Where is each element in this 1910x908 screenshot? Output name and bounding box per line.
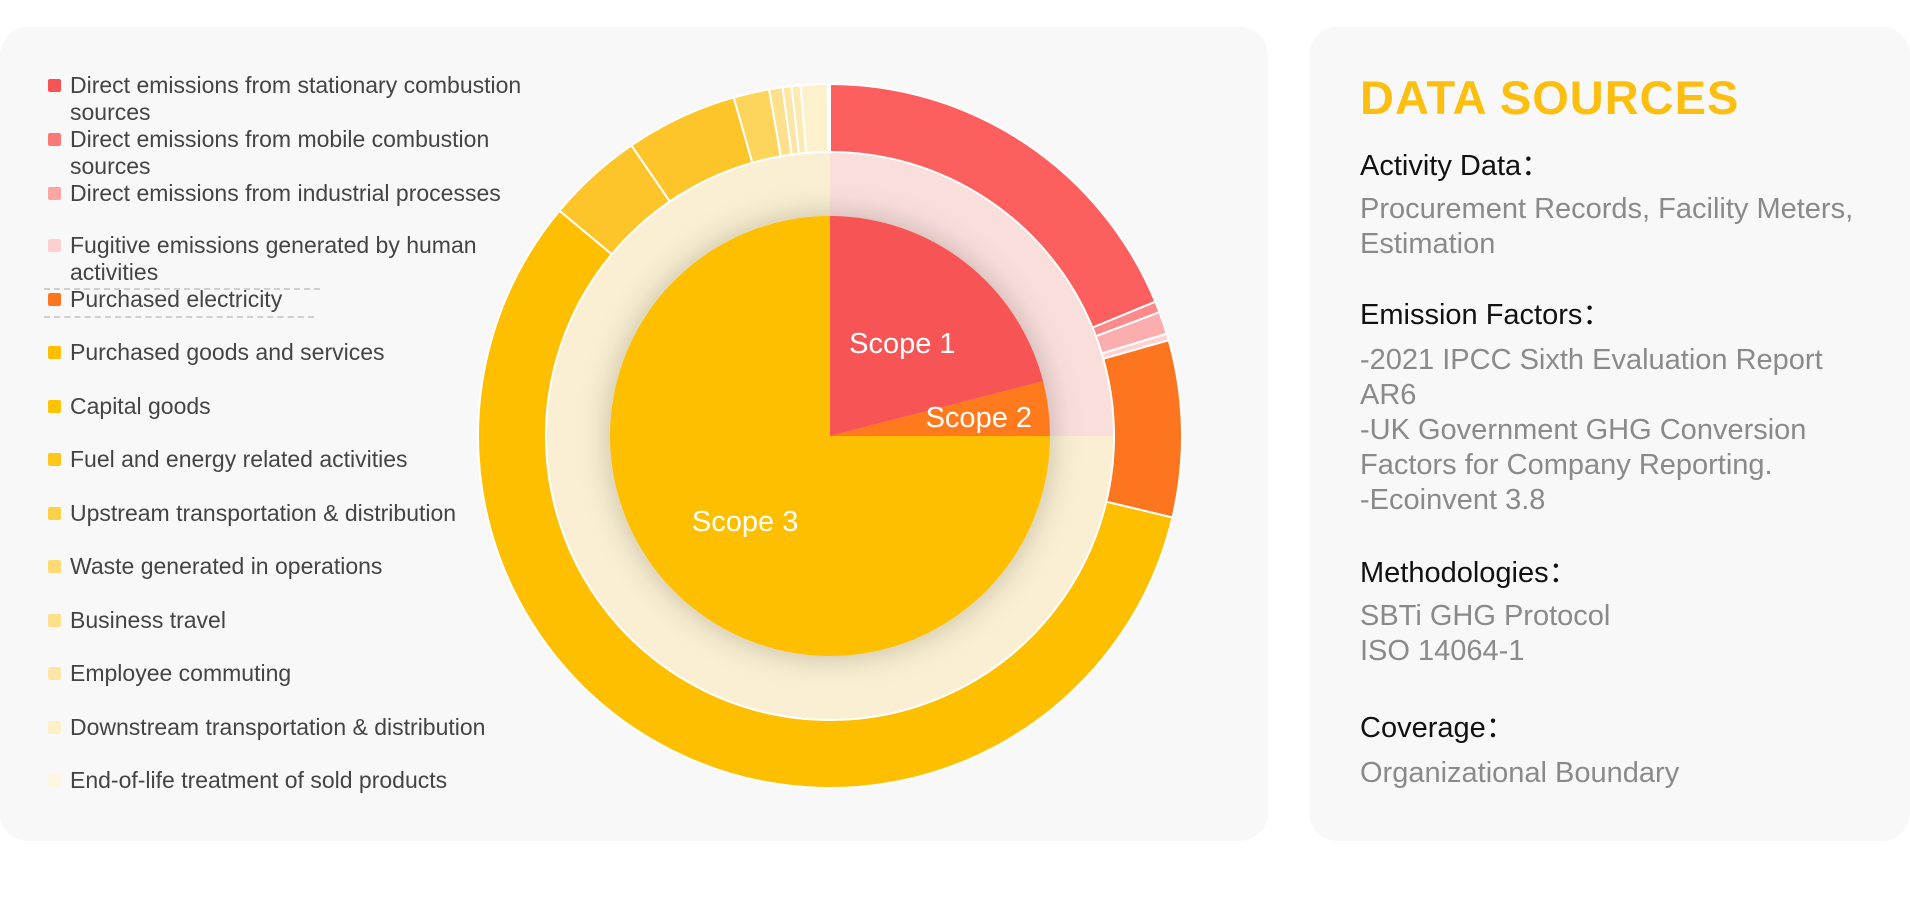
activity-data-section: Activity Data： Procurement Records, Faci… [1360,148,1900,262]
methodologies-section: Methodologies： SBTi GHG Protocol ISO 140… [1360,555,1900,669]
legend-item[interactable]: Upstream transportation & distribution [46,500,566,527]
legend-item[interactable]: Employee commuting [46,660,566,687]
legend-swatch [48,79,61,92]
legend-item[interactable]: Direct emissions from stationary combust… [46,72,566,126]
legend-item[interactable]: End-of-life treatment of sold products [46,767,566,794]
inner-slice-label: Scope 3 [692,506,798,538]
legend-item[interactable]: Waste generated in operations [46,553,566,580]
legend-swatch [48,667,61,680]
inner-pie [610,216,1050,656]
legend-item[interactable]: Direct emissions from industrial process… [46,180,566,207]
legend-label: Upstream transportation & distribution [70,500,457,526]
coverage-heading: Coverage： [1360,712,1515,744]
emission-factors-section: Emission Factors： -2021 IPCC Sixth Evalu… [1360,297,1900,518]
legend-swatch [48,346,61,359]
inner-slice[interactable] [610,216,1050,656]
inner-slice[interactable] [830,216,1044,436]
legend-swatch [48,187,61,200]
legend-item[interactable]: Capital goods [46,393,566,420]
middle-ring-highlight [830,153,1113,436]
activity-data-text: Procurement Records, Facility Meters, Es… [1360,193,1854,260]
legend-swatch [48,774,61,787]
emission-factors-heading: Emission Factors： [1360,299,1612,331]
legend-item[interactable]: Direct emissions from mobile combustion … [46,126,566,180]
legend-label: Capital goods [70,393,211,419]
legend-swatch [48,507,61,520]
legend-label: Fugitive emissions generated by human ac… [70,232,477,285]
legend-swatch [48,614,61,627]
legend-divider [44,316,314,318]
legend-swatch [48,133,61,146]
inner-slice[interactable] [830,381,1050,436]
legend-label: Direct emissions from industrial process… [70,180,501,206]
outer-slice[interactable] [826,82,831,154]
outer-ring [477,82,1183,789]
legend-swatch [48,560,61,573]
legend-item[interactable]: Fuel and energy related activities [46,446,566,473]
coverage-text: Organizational Boundary [1360,757,1680,789]
legend-item[interactable]: Business travel [46,607,566,634]
legend-item[interactable]: Purchased electricity [46,286,566,313]
methodologies-text: SBTi GHG Protocol ISO 14064-1 [1360,600,1611,667]
inner-slice-label: Scope 1 [849,328,955,360]
legend-label: Business travel [70,607,226,633]
legend-swatch [48,239,61,252]
legend-swatch [48,453,61,466]
legend-label: End-of-life treatment of sold products [70,767,448,793]
legend-label: Direct emissions from stationary combust… [70,72,522,125]
legend-label: Downstream transportation & distribution [70,714,486,740]
inner-slice-label: Scope 2 [926,402,1032,434]
outer-slice[interactable] [799,83,830,155]
activity-data-heading: Activity Data： [1360,150,1551,182]
coverage-section: Coverage： Organizational Boundary [1360,710,1900,791]
outer-slice[interactable] [1102,339,1183,519]
legend-label: Purchased goods and services [70,339,385,365]
nested-donut-chart: Scope 1 Scope 2 Scope 3 [477,82,1183,789]
methodologies-heading: Methodologies： [1360,557,1578,589]
legend-item[interactable]: Purchased goods and services [46,339,566,366]
legend-label: Fuel and energy related activities [70,446,408,472]
legend-swatch [48,721,61,734]
legend-item[interactable]: Fugitive emissions generated by human ac… [46,232,566,286]
inner-labels: Scope 1 Scope 2 Scope 3 [692,328,1032,538]
emission-factors-text: -2021 IPCC Sixth Evaluation Report AR6 -… [1360,344,1823,516]
outer-slice[interactable] [477,209,1174,789]
legend-item[interactable]: Downstream transportation & distribution [46,714,566,741]
data-sources-title: DATA SOURCES [1360,71,1740,124]
legend-label: Purchased electricity [70,286,283,312]
data-sources-panel [1309,27,1910,841]
legend-label: Employee commuting [70,660,292,686]
legend-divider [44,288,320,290]
legend-swatch [48,293,61,306]
legend-swatch [48,400,61,413]
legend-label: Waste generated in operations [70,553,383,579]
legend-label: Direct emissions from mobile combustion … [70,126,490,179]
